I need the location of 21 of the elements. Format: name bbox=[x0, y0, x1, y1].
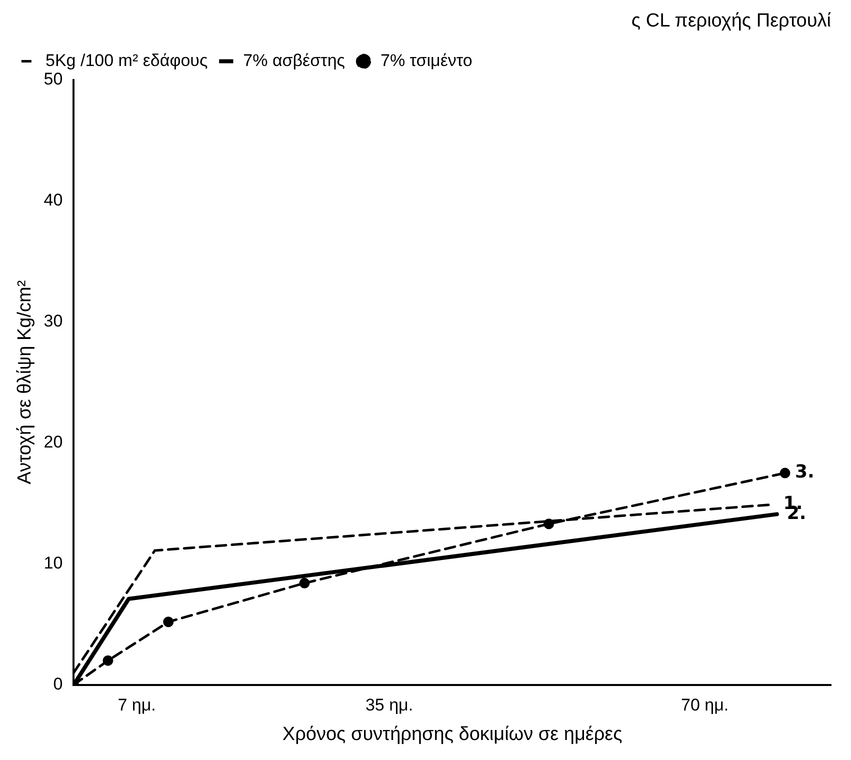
legend-label: 7% τσιμέντο bbox=[380, 50, 472, 70]
point bbox=[299, 578, 310, 588]
y-tick-label: 20 bbox=[44, 432, 63, 452]
y-tick-label: 30 bbox=[44, 311, 63, 330]
legend-label: 7% ασβέστης bbox=[243, 50, 345, 70]
point bbox=[163, 616, 174, 628]
legend-label: 5Kg /100 m² εδάφους bbox=[46, 50, 208, 70]
y-tick-label: 0 bbox=[53, 674, 63, 694]
chart-title: ς CL περιοχής Περτουλί bbox=[631, 10, 832, 32]
x-axis-title: Χρόνος συντήρησης δοκιμίων σε ημέρες bbox=[282, 724, 622, 745]
x-tick-label: 70 ημ. bbox=[680, 696, 729, 715]
point bbox=[102, 655, 114, 666]
y-axis-title: Αντοχή σε θλίψη Kg/cm² bbox=[14, 280, 36, 484]
annotation: 3. bbox=[795, 462, 814, 483]
y-tick-label: 50 bbox=[44, 69, 63, 88]
y-tick-label: 40 bbox=[44, 190, 63, 210]
x-tick-label: 35 ημ. bbox=[365, 696, 414, 715]
point bbox=[780, 468, 790, 478]
y-tick-label: 10 bbox=[44, 553, 63, 572]
x-tick-label: 7 ημ. bbox=[118, 696, 156, 715]
point bbox=[544, 518, 554, 530]
